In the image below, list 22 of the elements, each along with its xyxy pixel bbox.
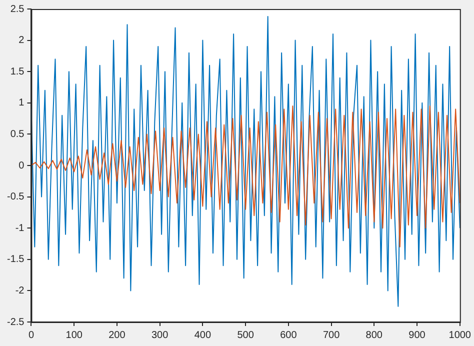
y-tick-label: 0 bbox=[18, 160, 25, 172]
y-tick-label: -1.5 bbox=[6, 254, 25, 266]
y-tick-label: -2 bbox=[15, 285, 25, 296]
x-tick-label: 500 bbox=[237, 330, 254, 341]
x-tick-label: 300 bbox=[151, 330, 169, 341]
x-tick-label: 900 bbox=[408, 330, 426, 341]
y-tick-label: -0.5 bbox=[6, 192, 25, 203]
y-tick-label: 1.5 bbox=[10, 66, 25, 78]
y-tick-label: 0.5 bbox=[10, 128, 25, 140]
y-tick-label: 2.5 bbox=[10, 4, 25, 15]
x-tick-label: 800 bbox=[366, 330, 383, 341]
x-tick-label: 600 bbox=[280, 330, 298, 341]
y-tick-label: 1 bbox=[18, 98, 25, 109]
x-tick-label: 400 bbox=[194, 330, 212, 341]
y-tick-label: -2.5 bbox=[6, 316, 25, 328]
x-tick-label: 0 bbox=[28, 330, 34, 341]
y-tick-label: -1 bbox=[15, 222, 25, 234]
x-tick-label: 100 bbox=[66, 330, 83, 341]
y-tick-label: 2 bbox=[18, 35, 25, 46]
x-tick-label: 700 bbox=[322, 330, 340, 341]
x-tick-label: 200 bbox=[108, 330, 126, 341]
x-tick-label: 1000 bbox=[448, 330, 472, 341]
